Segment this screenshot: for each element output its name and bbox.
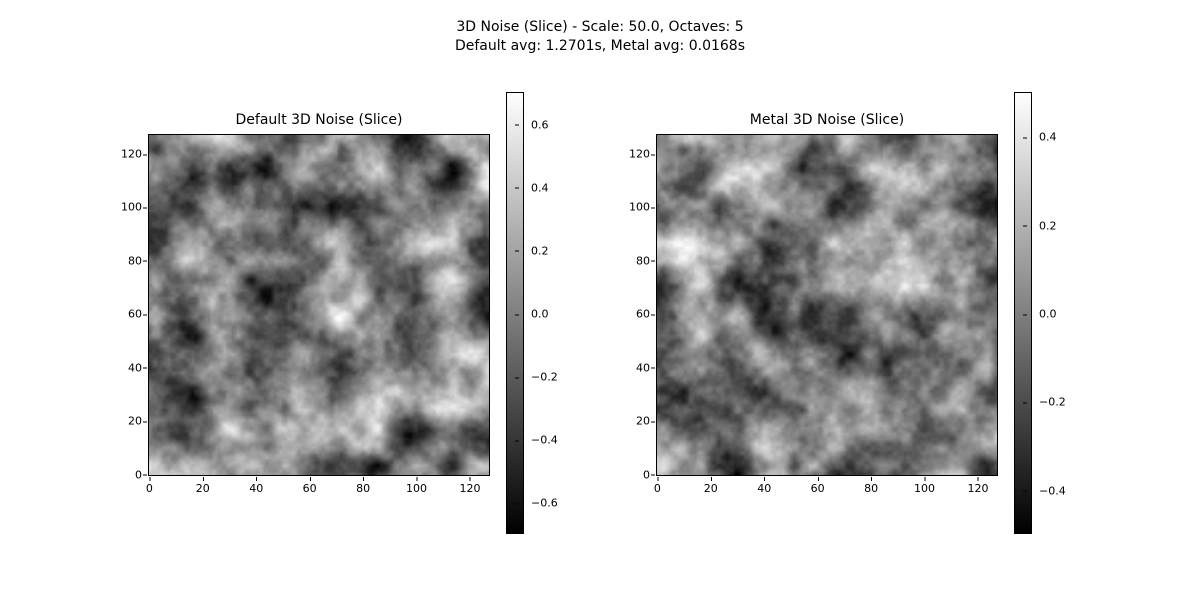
x-tick: 40 [249, 482, 263, 495]
y-tick: 60 [114, 308, 142, 321]
y-tick: 20 [114, 415, 142, 428]
colorbar-tick: 0.6 [523, 118, 549, 131]
x-tick: 100 [406, 482, 427, 495]
colorbar-tick: −0.2 [523, 371, 558, 384]
y-tick: 120 [622, 148, 650, 161]
colorbar-tick: 0.0 [523, 308, 549, 321]
colorbar-tick: −0.4 [523, 434, 558, 447]
right-panel: Metal 3D Noise (Slice) [656, 134, 998, 476]
x-tick: 0 [654, 482, 661, 495]
y-tick: 100 [114, 201, 142, 214]
x-tick: 80 [864, 482, 878, 495]
y-tick: 120 [114, 148, 142, 161]
right-colorbar: −0.4−0.20.00.20.4 [1014, 92, 1032, 534]
suptitle-line1: 3D Noise (Slice) - Scale: 50.0, Octaves:… [0, 18, 1200, 37]
suptitle-line2: Default avg: 1.2701s, Metal avg: 0.0168s [0, 37, 1200, 56]
right-heatmap-canvas [657, 135, 997, 475]
figure: 3D Noise (Slice) - Scale: 50.0, Octaves:… [0, 0, 1200, 600]
y-tick: 80 [114, 254, 142, 267]
x-tick: 20 [196, 482, 210, 495]
x-tick: 60 [811, 482, 825, 495]
right-panel-title: Metal 3D Noise (Slice) [656, 112, 998, 128]
x-tick: 100 [914, 482, 935, 495]
colorbar-tick: −0.2 [1031, 396, 1066, 409]
right-heatmap-axes [656, 134, 998, 476]
colorbar-tick: 0.2 [523, 244, 549, 257]
left-panel: Default 3D Noise (Slice) [148, 134, 490, 476]
x-tick: 120 [967, 482, 988, 495]
y-tick: 100 [622, 201, 650, 214]
colorbar-tick: −0.6 [523, 497, 558, 510]
y-tick: 0 [114, 468, 142, 481]
x-tick: 40 [757, 482, 771, 495]
x-tick: 20 [704, 482, 718, 495]
colorbar-tick: 0.2 [1031, 219, 1057, 232]
y-tick: 20 [622, 415, 650, 428]
left-colorbar: −0.6−0.4−0.20.00.20.40.6 [506, 92, 524, 534]
colorbar-tick: 0.4 [1031, 131, 1057, 144]
x-tick: 0 [146, 482, 153, 495]
left-heatmap-canvas [149, 135, 489, 475]
y-tick: 0 [622, 468, 650, 481]
colorbar-tick: 0.0 [1031, 308, 1057, 321]
y-tick: 80 [622, 254, 650, 267]
x-tick: 80 [356, 482, 370, 495]
y-tick: 60 [622, 308, 650, 321]
y-tick: 40 [114, 361, 142, 374]
colorbar-tick: 0.4 [523, 181, 549, 194]
left-panel-title: Default 3D Noise (Slice) [148, 112, 490, 128]
y-tick: 40 [622, 361, 650, 374]
x-tick: 120 [459, 482, 480, 495]
colorbar-tick: −0.4 [1031, 484, 1066, 497]
left-heatmap-axes [148, 134, 490, 476]
figure-suptitle: 3D Noise (Slice) - Scale: 50.0, Octaves:… [0, 18, 1200, 56]
x-tick: 60 [303, 482, 317, 495]
